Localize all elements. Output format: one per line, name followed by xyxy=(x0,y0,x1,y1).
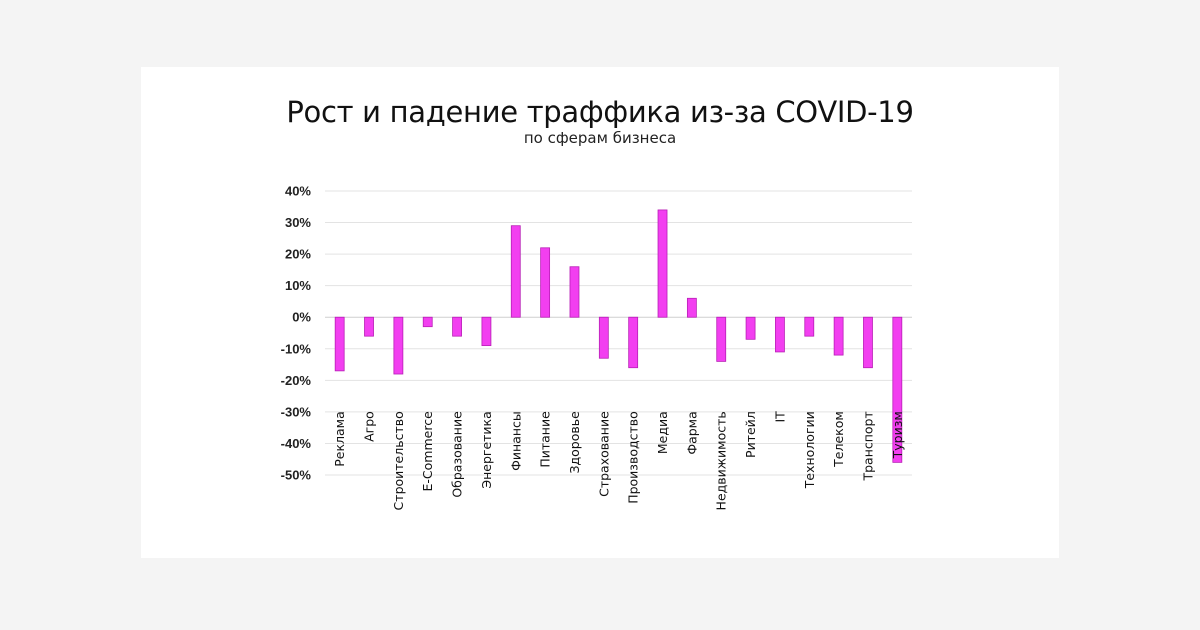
chart-card xyxy=(141,67,1059,558)
y-tick-label: 0% xyxy=(292,310,311,325)
bar xyxy=(510,225,521,318)
bar xyxy=(334,316,345,372)
x-tick-label: Телеком xyxy=(831,411,846,468)
bar xyxy=(540,247,551,318)
bar xyxy=(863,316,873,369)
x-tick-label: Транспорт xyxy=(860,411,875,481)
bar xyxy=(364,316,374,337)
bar xyxy=(686,297,697,318)
x-tick-label: Здоровье xyxy=(567,411,582,474)
x-tick-label: E-Commerce xyxy=(420,411,435,492)
bar xyxy=(452,316,462,337)
x-tick-label: Технологии xyxy=(802,411,817,489)
x-tick-label: Энергетика xyxy=(479,411,494,488)
x-tick-label: Недвижимость xyxy=(714,411,729,510)
y-tick-label: -30% xyxy=(281,404,312,419)
bar xyxy=(657,209,668,318)
bars xyxy=(334,209,903,463)
y-tick-label: -50% xyxy=(281,468,312,483)
x-tick-label: Строительство xyxy=(391,411,406,510)
x-tick-label: Фарма xyxy=(684,411,699,454)
bar xyxy=(393,316,404,375)
y-tick-label: 30% xyxy=(285,215,311,230)
bar xyxy=(716,316,727,362)
x-tick-label: Питание xyxy=(538,411,553,468)
x-tick-label: Туризм xyxy=(890,411,905,459)
x-tick-label: Медиа xyxy=(655,411,670,454)
bar xyxy=(804,316,815,337)
x-tick-label: Страхование xyxy=(596,411,611,497)
x-tick-label: Образование xyxy=(450,411,465,498)
bar xyxy=(745,316,756,340)
y-axis-ticks: 40% 30% 20% 10% 0% -10% -20% -30% -40% -50% xyxy=(281,184,312,483)
bar xyxy=(628,316,639,369)
chart-subtitle: по сферам бизнеса xyxy=(523,129,677,147)
y-tick-label: 20% xyxy=(285,247,311,262)
bar xyxy=(569,266,580,318)
bar xyxy=(598,316,609,359)
x-tick-label: Реклама xyxy=(332,411,347,467)
bar xyxy=(892,316,903,463)
bar xyxy=(481,316,492,347)
x-tick-label: Ритейл xyxy=(743,411,758,458)
bar xyxy=(833,316,844,356)
y-tick-label: -10% xyxy=(281,341,312,356)
y-tick-label: 10% xyxy=(285,278,311,293)
x-tick-label: Агро xyxy=(362,411,377,442)
x-tick-label: IT xyxy=(772,411,787,423)
gridlines xyxy=(325,190,912,476)
bar xyxy=(775,316,785,353)
x-tick-label: Финансы xyxy=(508,411,523,471)
chart-title: Рост и падение траффика из-за COVID-19 xyxy=(286,95,914,129)
y-tick-label: -40% xyxy=(281,436,312,451)
bar xyxy=(422,316,433,328)
x-tick-label: Производство xyxy=(626,411,641,504)
y-tick-label: -20% xyxy=(281,373,312,388)
x-axis-ticks: Реклама Агро Строительство E-Commerce Образо… xyxy=(332,411,905,511)
y-tick-label: 40% xyxy=(285,184,311,199)
